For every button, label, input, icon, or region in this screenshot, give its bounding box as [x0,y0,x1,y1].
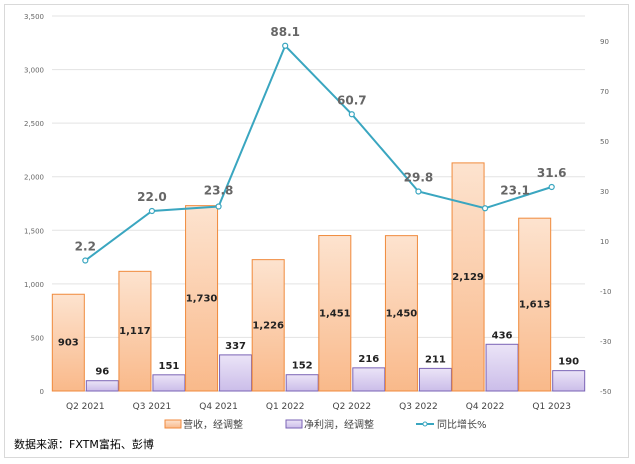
net-profit-bar [285,374,319,392]
net-profit-bar [152,374,186,392]
net-profit-data-label: 151 [159,361,180,372]
right-tick-label: -10 [600,288,611,296]
legend-net-profit-label: 净利润，经调整 [304,418,374,431]
growth-point [348,111,355,118]
right-tick-label: 70 [600,88,609,96]
right-tick-label: 10 [600,238,609,246]
growth-point [82,257,89,264]
x-tick-label: Q1 2022 [266,402,305,412]
net-profit-data-label: 211 [425,354,446,365]
x-tick-label: Q4 2022 [466,402,505,412]
revenue-bar [118,270,152,392]
growth-point [548,183,555,191]
growth-data-label: 31.6 [537,166,567,180]
x-tick-label: Q4 2021 [199,402,238,412]
net-profit-data-label: 337 [225,341,246,352]
growth-data-label: 2.2 [75,240,96,254]
net-profit-data-label: 152 [292,361,313,372]
growth-point [148,207,156,215]
growth-data-label: 29.8 [404,171,434,185]
left-tick-label: 3,000 [24,67,44,75]
x-tick-label: Q2 2021 [66,402,105,412]
revenue-data-label: 1,451 [319,308,351,319]
x-tick-label: Q2 2022 [333,402,372,412]
legend-growth-marker [422,421,428,427]
legend-revenue-label: 营收，经调整 [183,418,243,431]
growth-point [215,203,222,210]
net-profit-bar [418,367,452,392]
left-tick-label: 1,500 [24,227,44,235]
revenue-bar [318,235,352,392]
revenue-bar [384,235,418,392]
revenue-bar [518,217,552,392]
left-tick-label: 500 [31,334,44,342]
growth-data-label: 23.8 [204,184,234,198]
net-profit-bar [485,343,519,392]
revenue-data-label: 1,117 [119,326,151,337]
growth-point [415,188,422,195]
left-tick-label: 1,000 [24,281,44,289]
legend-growth-label: 同比增长% [437,418,487,431]
revenue-data-label: 2,129 [452,272,484,283]
legend-net-profit-swatch [285,419,303,429]
revenue-data-label: 1,613 [519,300,551,311]
right-tick-label: -30 [600,338,611,346]
x-tick-label: Q3 2022 [399,402,438,412]
net-profit-data-label: 216 [358,354,379,365]
right-tick-label: -50 [600,388,611,396]
revenue-data-label: 1,450 [386,308,418,319]
revenue-data-label: 1,730 [186,293,218,304]
net-profit-data-label: 436 [492,330,513,341]
net-profit-bar [219,354,253,392]
left-tick-label: 0 [40,388,44,396]
revenue-data-label: 903 [58,338,79,349]
growth-data-label: 60.7 [337,93,367,107]
growth-data-label: 23.1 [500,183,530,197]
x-tick-label: Q1 2023 [532,402,571,412]
growth-point [282,42,289,49]
left-tick-label: 3,500 [24,13,44,21]
net-profit-bar [552,370,586,392]
growth-line [84,43,552,262]
net-profit-bar [352,367,386,392]
source-note: 数据来源：FXTM富拓、彭博 [14,438,154,451]
revenue-bar [185,205,219,392]
right-tick-label: 90 [600,38,609,46]
chart-frame [4,4,629,458]
revenue-bar [251,259,285,392]
revenue-bar [51,293,85,392]
net-profit-bar [85,380,119,392]
right-tick-label: 50 [600,138,609,146]
net-profit-data-label: 190 [558,357,579,368]
left-tick-label: 2,000 [24,174,44,182]
growth-data-label: 22.0 [137,190,167,204]
growth-point [481,205,489,212]
x-tick-label: Q3 2021 [133,402,172,412]
left-tick-label: 2,500 [24,120,44,128]
right-tick-label: 30 [600,188,609,196]
legend-revenue-swatch [164,419,182,429]
net-profit-data-label: 96 [95,367,109,378]
revenue-data-label: 1,226 [252,320,284,331]
growth-data-label: 88.1 [270,25,300,39]
